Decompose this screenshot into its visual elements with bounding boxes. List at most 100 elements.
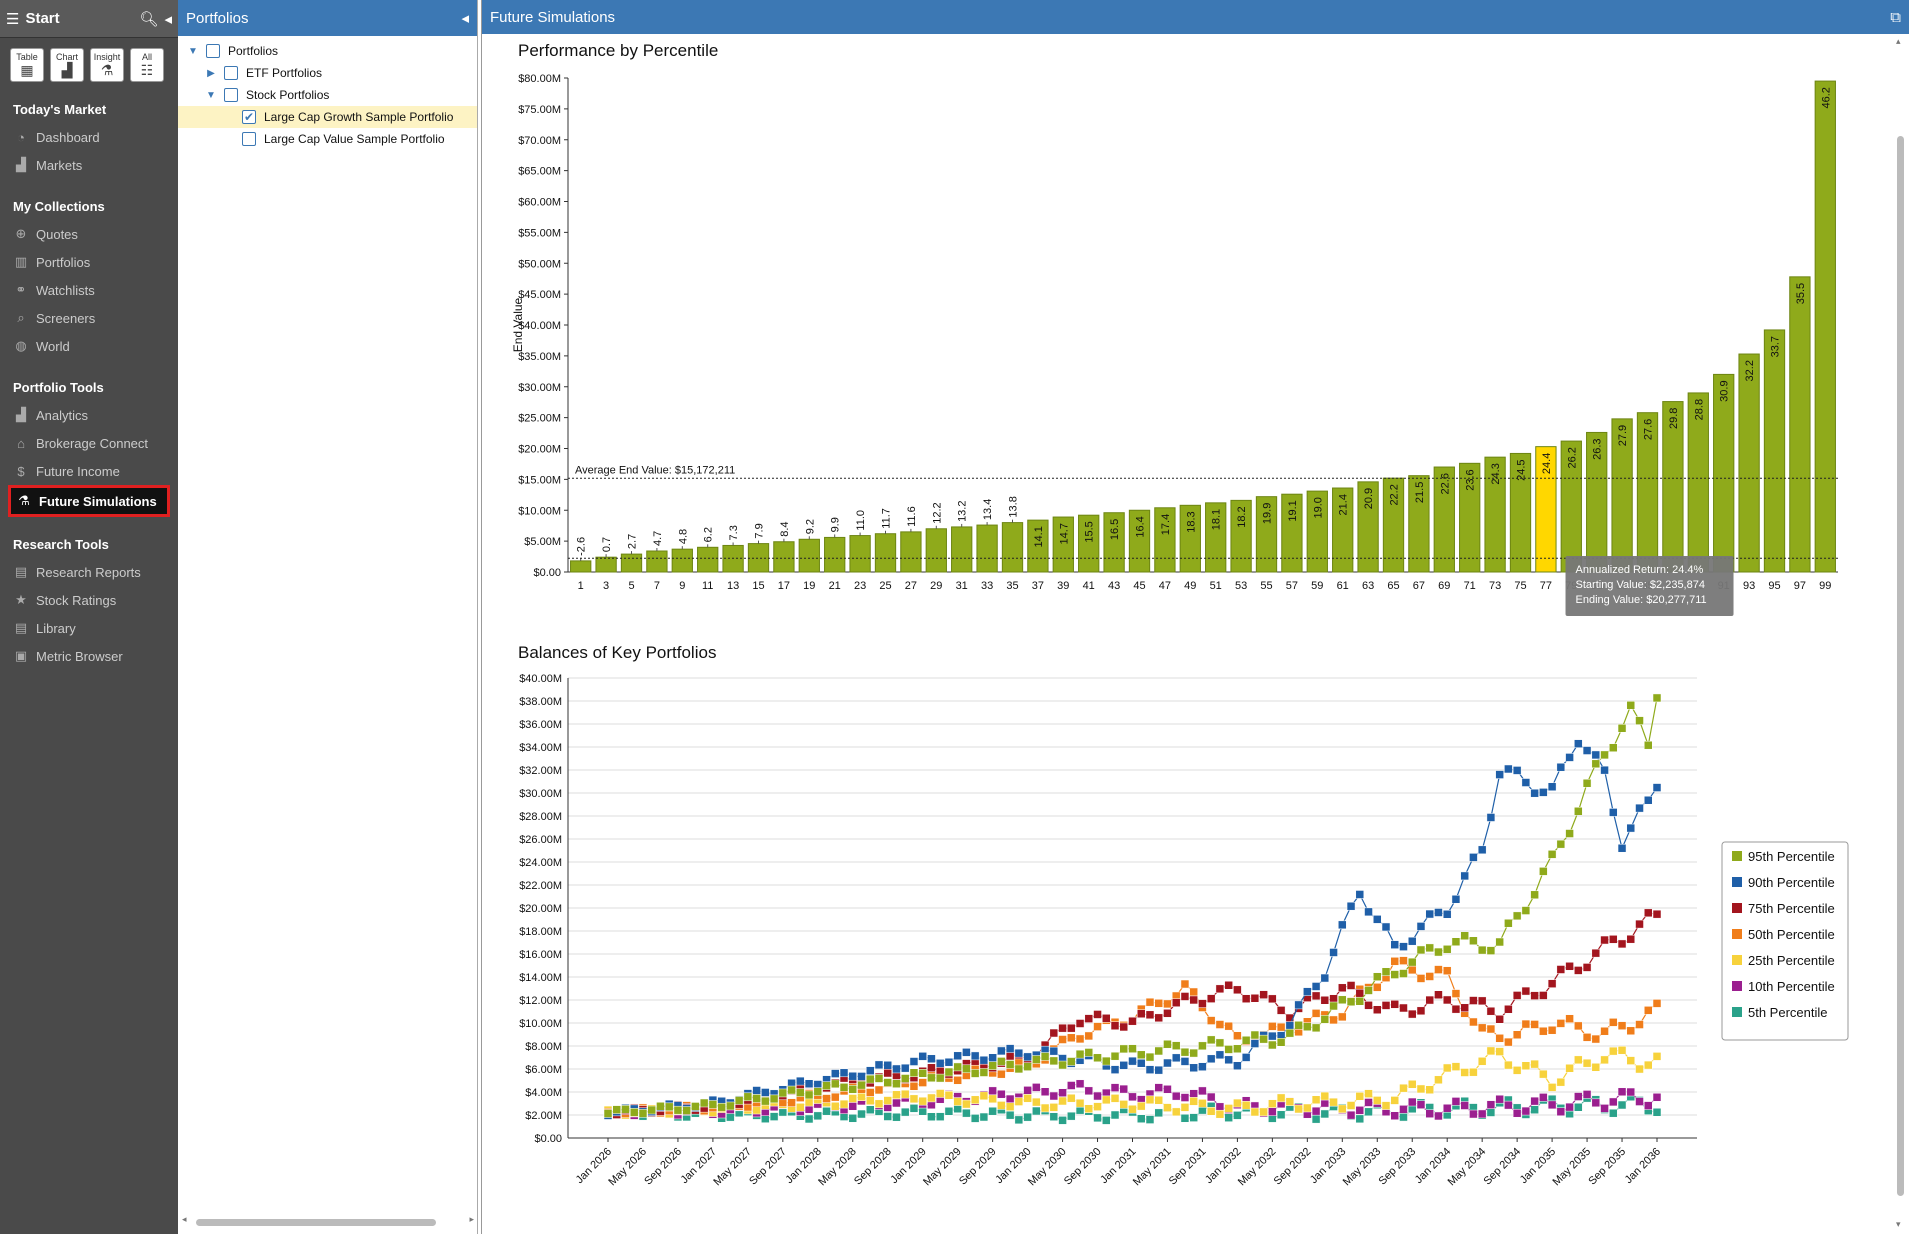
series-point [1040,1103,1050,1113]
nav-item-analytics[interactable]: ▟ Analytics [0,401,178,429]
series-point [988,1053,997,1063]
series-point [1574,1021,1583,1031]
series-point [1495,1014,1504,1024]
series-point [857,1092,866,1101]
future-simulations-panel: Future Simulations ⧉ Performance by Perc… [481,0,1909,1234]
series-point [1189,1113,1198,1122]
expand-down-icon[interactable]: ▼ [188,45,198,57]
series-point [1023,1052,1032,1062]
series-point [1521,1019,1531,1029]
series-point [1477,996,1487,1006]
portfolios-icon: ▥ [14,254,28,269]
tree-checkbox[interactable] [206,44,220,58]
metric-icon: ▣ [14,648,28,663]
x-tick-label: May 2028 [816,1146,859,1189]
view-button-all[interactable]: All ☷ [130,48,164,82]
popout-icon[interactable]: ⧉ [1890,8,1901,26]
series-point [1442,966,1452,975]
tree-checkbox[interactable]: ✔ [242,110,256,124]
nav-item-future-income[interactable]: $ Future Income [0,457,178,485]
series-point [1373,1096,1382,1105]
tree-node[interactable]: ▼ Stock Portfolios [178,84,477,106]
series-point [822,1094,831,1103]
series-point [1355,890,1365,899]
series-point [1539,867,1548,876]
view-button-table[interactable]: Table ▦ [10,48,44,82]
tree-node[interactable]: ▶ ETF Portfolios [178,62,477,84]
series-point [1233,1098,1242,1108]
tree-node[interactable]: ✔ Large Cap Growth Sample Portfolio [178,106,477,128]
nav-item-library[interactable]: ▤ Library [0,614,178,642]
scroll-right-icon[interactable]: ▸ [469,1214,474,1224]
x-tick-label: Sep 2031 [1167,1146,1209,1188]
nav-item-metric-browser[interactable]: ▣ Metric Browser [0,642,178,670]
nav-item-future-simulations[interactable]: ⚗ Future Simulations [8,485,170,517]
series-point [1084,1048,1094,1057]
x-tick-label: May 2030 [1026,1146,1069,1189]
horizontal-scrollbar[interactable]: ◂ ▸ [182,1214,474,1228]
collapse-panel-icon[interactable]: ◂ [461,10,469,27]
series-point [1294,1000,1303,1010]
series-point [647,1105,656,1115]
nav-item-watchlists[interactable]: ⚭ Watchlists [0,276,178,304]
nav-item-world[interactable]: ◍ World [0,332,178,360]
collapse-sidebar-icon[interactable]: ◂ [164,10,172,28]
series-point [1434,1075,1443,1085]
series-point [1626,701,1636,710]
series-point [1224,1104,1233,1113]
series-point [1093,1010,1102,1019]
x-tick-label: 19 [803,580,815,592]
nav-item-label: Dashboard [36,129,100,145]
series-point [1600,1026,1609,1036]
series-point [1547,782,1557,792]
legend-swatch [1732,955,1742,965]
tree-checkbox[interactable] [242,132,256,146]
scroll-down-icon[interactable]: ▾ [1896,1219,1901,1229]
series-point [1495,1047,1504,1056]
scroll-left-icon[interactable]: ◂ [182,1214,187,1224]
series-point [1171,1107,1181,1117]
scroll-up-icon[interactable]: ▴ [1896,36,1901,46]
series-point [1206,994,1216,1003]
series-point [848,1094,858,1103]
nav-item-stock-ratings[interactable]: ★ Stock Ratings [0,586,178,614]
bar-data-label: 8.4 [779,521,791,536]
vertical-scrollbar[interactable]: ▴ ▾ [1893,36,1907,1230]
nav-item-portfolios[interactable]: ▥ Portfolios [0,248,178,276]
nav-item-research-reports[interactable]: ▤ Research Reports [0,558,178,586]
all-icon: ☷ [140,62,154,78]
y-tick-label: $20.00M [518,444,561,456]
search-icon[interactable]: 🔍︎ [139,10,159,28]
series-point [1425,1085,1434,1095]
series-point [1233,1061,1242,1070]
nav-item-quotes[interactable]: ⊕ Quotes [0,220,178,248]
bar-data-label: 26.2 [1566,447,1578,468]
expand-down-icon[interactable]: ▼ [206,89,216,101]
tree-node[interactable]: Large Cap Value Sample Portfolio [178,128,477,150]
expand-right-icon[interactable]: ▶ [207,67,215,79]
series-point [988,1106,997,1116]
tree-checkbox[interactable] [224,66,238,80]
nav-item-brokerage-connect[interactable]: ⌂ Brokerage Connect [0,429,178,457]
series-point [1652,783,1662,792]
series-point [1206,1092,1216,1102]
nav-item-screeners[interactable]: ⌕ Screeners [0,304,178,332]
series-point [1276,1093,1286,1103]
view-button-chart[interactable]: Chart ▟ [50,48,84,82]
y-tick-label: $36.00M [519,719,562,731]
series-point [1215,1020,1225,1029]
tree-node[interactable]: ▼ Portfolios [178,40,477,62]
nav-item-dashboard[interactable]: ◔ Dashboard [0,123,178,151]
start-menu-button[interactable]: ☰ Start [6,10,133,28]
scrollbar-thumb[interactable] [1897,136,1904,1196]
series-point [988,1061,997,1070]
series-point [1224,980,1233,990]
series-point [1145,1115,1155,1124]
nav-item-markets[interactable]: ▟ Markets [0,151,178,179]
series-point [796,1103,805,1112]
scrollbar-thumb[interactable] [196,1219,436,1226]
bar-data-label: 29.8 [1668,408,1680,429]
view-button-insight[interactable]: Insight ⚗ [90,48,124,82]
tree-checkbox[interactable] [224,88,238,102]
tooltip-box [1565,556,1734,616]
